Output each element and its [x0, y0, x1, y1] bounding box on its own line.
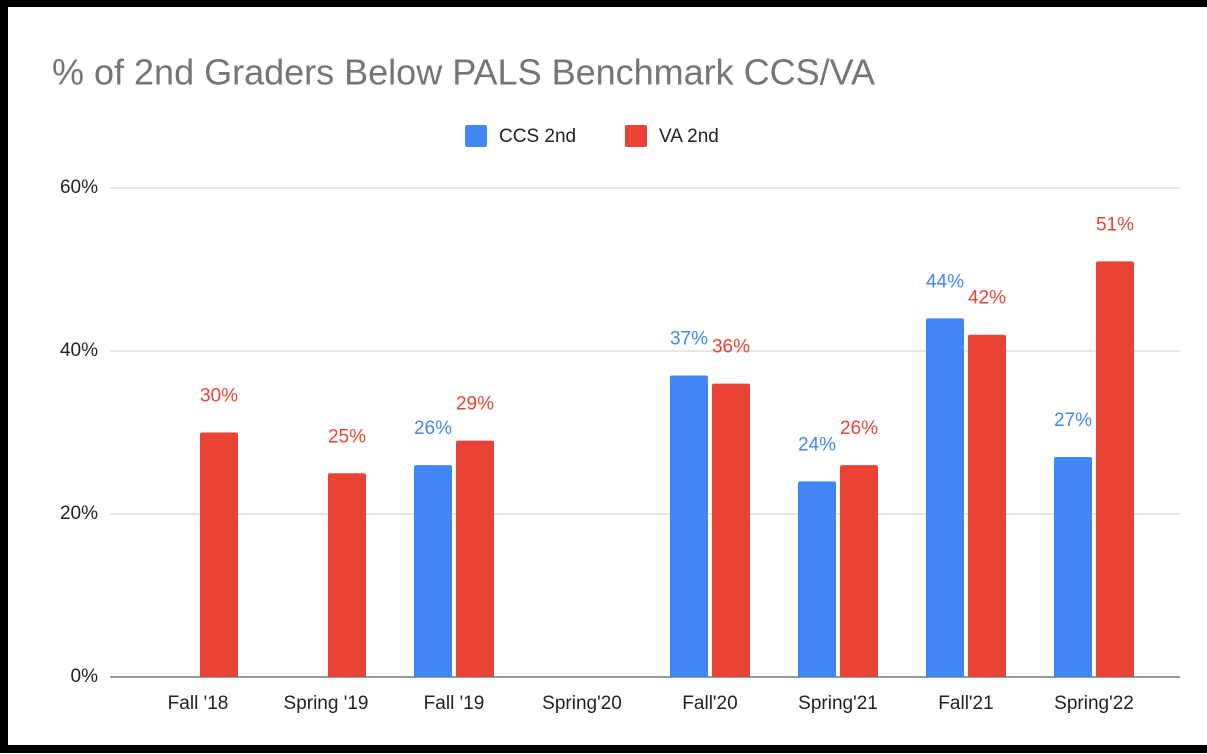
legend-label: VA 2nd [659, 126, 719, 147]
chart-title: % of 2nd Graders Below PALS Benchmark CC… [52, 52, 875, 93]
data-label: 29% [456, 394, 494, 415]
legend-swatch [465, 125, 487, 147]
x-tick-label: Fall '19 [424, 693, 485, 714]
y-tick-label: 40% [60, 340, 98, 361]
bar [414, 465, 452, 677]
x-tick-label: Fall'21 [938, 693, 993, 714]
x-tick-label: Spring '19 [284, 693, 369, 714]
x-tick-label: Spring'21 [798, 693, 878, 714]
y-tick-label: 60% [60, 177, 98, 198]
bar [712, 383, 750, 677]
bar [670, 375, 708, 677]
bar [1054, 456, 1092, 677]
bar [968, 334, 1006, 677]
bar [798, 481, 836, 677]
legend-swatch [625, 125, 647, 147]
data-label: 36% [712, 337, 750, 358]
x-tick-label: Spring'22 [1054, 693, 1134, 714]
data-label: 37% [670, 328, 708, 349]
data-label: 24% [798, 434, 836, 455]
bar [926, 318, 964, 677]
bar [200, 432, 238, 677]
data-label: 27% [1054, 410, 1092, 431]
bar [328, 473, 366, 677]
bar [456, 440, 494, 677]
data-label: 25% [328, 426, 366, 447]
x-tick-label: Spring'20 [542, 693, 622, 714]
legend-label: CCS 2nd [499, 126, 576, 147]
data-label: 30% [200, 386, 238, 407]
y-tick-label: 20% [60, 503, 98, 524]
bar [840, 465, 878, 677]
y-tick-label: 0% [71, 666, 99, 687]
x-tick-label: Fall'20 [682, 693, 737, 714]
data-label: 51% [1096, 214, 1134, 235]
bar [1096, 261, 1134, 677]
data-label: 44% [926, 271, 964, 292]
data-label: 26% [840, 418, 878, 439]
data-label: 26% [414, 418, 452, 439]
data-label: 42% [968, 288, 1006, 309]
x-tick-label: Fall '18 [168, 693, 229, 714]
